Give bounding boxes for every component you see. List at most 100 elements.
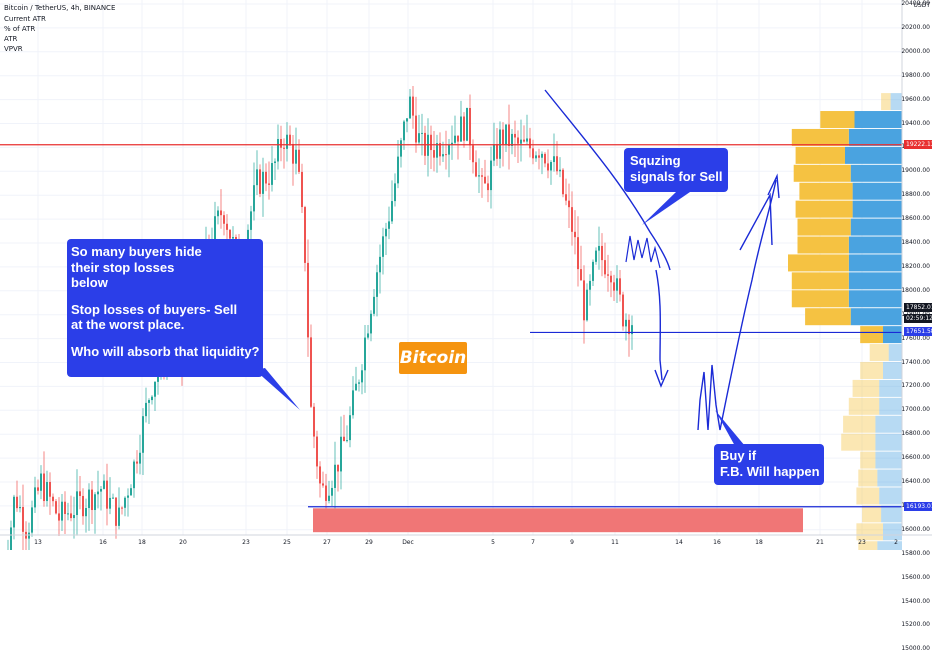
volume-bar-buy bbox=[799, 182, 853, 200]
volume-bar-buy bbox=[841, 433, 876, 451]
candle-up bbox=[112, 497, 114, 499]
time-tick-label: Dec bbox=[402, 539, 414, 546]
price-tick-label: 19600.00 bbox=[901, 95, 930, 103]
candle-down bbox=[523, 139, 525, 142]
candle-up bbox=[385, 228, 387, 237]
volume-bar-buy bbox=[820, 111, 855, 129]
volume-bar-sell bbox=[883, 361, 902, 379]
volume-bar-buy bbox=[791, 290, 849, 308]
time-tick-label: 20 bbox=[179, 539, 187, 546]
candle-down bbox=[487, 183, 489, 191]
candle-up bbox=[406, 118, 408, 122]
price-tick-label: 18200.00 bbox=[901, 262, 930, 270]
candle-up bbox=[349, 415, 351, 441]
candle-down bbox=[574, 231, 576, 238]
candle-up bbox=[97, 491, 99, 495]
trend-drawings bbox=[255, 89, 780, 446]
callout-line: at the worst place. bbox=[71, 317, 185, 332]
candle-down bbox=[433, 150, 435, 158]
time-tick-label: 23 bbox=[242, 539, 250, 546]
volume-bar-sell bbox=[848, 254, 902, 272]
candle-up bbox=[130, 488, 132, 496]
candle-up bbox=[460, 116, 462, 142]
volume-bar-buy bbox=[797, 236, 849, 254]
candle-up bbox=[370, 313, 372, 334]
indicator-percent-atr: % of ATR bbox=[4, 25, 36, 33]
candle-down bbox=[445, 154, 447, 156]
candle-up bbox=[625, 319, 627, 327]
candle-down bbox=[16, 496, 18, 509]
bitcoin-badge: Bitcoin bbox=[399, 342, 467, 374]
volume-bar-sell bbox=[854, 111, 902, 129]
candle-up bbox=[376, 272, 378, 297]
candle-up bbox=[40, 473, 42, 491]
candle-down bbox=[517, 137, 519, 144]
candle-up bbox=[19, 507, 21, 509]
candle-down bbox=[610, 275, 612, 283]
callout-line: their stop losses bbox=[71, 259, 175, 275]
candle-up bbox=[214, 216, 216, 246]
drop-arrow-path bbox=[655, 269, 663, 381]
time-tick-label: 29 bbox=[365, 539, 373, 546]
rally-path bbox=[697, 179, 777, 431]
candle-up bbox=[277, 139, 279, 162]
candle-down bbox=[136, 461, 138, 464]
volume-bar-buy bbox=[858, 469, 878, 487]
candle-down bbox=[430, 134, 432, 151]
candle-down bbox=[304, 207, 306, 263]
candle-down bbox=[457, 135, 459, 142]
price-tick-label: 17800.00 bbox=[901, 311, 930, 318]
candle-up bbox=[85, 508, 87, 517]
candle-down bbox=[22, 507, 24, 532]
candle-up bbox=[388, 221, 390, 229]
candle-up bbox=[451, 142, 453, 145]
time-tick-label: 21 bbox=[816, 539, 824, 546]
time-tick-label: 18 bbox=[755, 539, 763, 546]
price-tick-label: 15600.00 bbox=[901, 573, 930, 581]
price-tag: 02:59:12 bbox=[904, 314, 932, 324]
price-tick-label: 16400.00 bbox=[901, 478, 930, 485]
candle-up bbox=[595, 250, 597, 262]
candle-down bbox=[571, 207, 573, 232]
candle-down bbox=[259, 169, 261, 194]
candle-up bbox=[394, 183, 396, 202]
time-tick-label: 7 bbox=[531, 539, 535, 546]
candle-down bbox=[475, 162, 477, 177]
volume-bar-sell bbox=[877, 469, 902, 487]
candle-up bbox=[355, 383, 357, 391]
callout-line: signals for Sell bbox=[630, 169, 723, 184]
volume-bar-buy bbox=[797, 218, 851, 236]
candle-up bbox=[274, 161, 276, 164]
candle-up bbox=[358, 382, 360, 384]
candle-up bbox=[616, 278, 618, 291]
volume-bar-buy bbox=[858, 541, 878, 550]
sell-signal-callout: Squzing signals for Sell bbox=[624, 148, 728, 192]
price-tick-label: 17400.00 bbox=[901, 358, 930, 366]
price-tick-label: 19000.00 bbox=[901, 167, 930, 175]
callout-line bbox=[71, 291, 259, 302]
candle-up bbox=[520, 139, 522, 144]
candle-up bbox=[631, 325, 633, 335]
volume-profile bbox=[788, 93, 902, 550]
price-chart[interactable] bbox=[0, 0, 932, 550]
candle-up bbox=[541, 153, 543, 158]
volume-bar-sell bbox=[848, 290, 902, 308]
candle-up bbox=[511, 133, 513, 146]
price-tick-label: 19800.00 bbox=[901, 71, 930, 79]
candle-up bbox=[253, 185, 255, 212]
candle-up bbox=[454, 135, 456, 143]
volume-bar-buy bbox=[860, 361, 883, 379]
price-tick-label: 15000.00 bbox=[901, 645, 930, 652]
volume-bar-buy bbox=[791, 272, 849, 290]
candle-down bbox=[322, 483, 324, 486]
price-tick-label: 17600.00 bbox=[901, 334, 930, 342]
candle-up bbox=[586, 289, 588, 321]
candle-up bbox=[31, 507, 33, 533]
candle-up bbox=[154, 381, 156, 397]
volume-bar-sell bbox=[890, 93, 902, 111]
indicator-atr: ATR bbox=[4, 35, 18, 43]
candle-up bbox=[379, 256, 381, 273]
candle-down bbox=[229, 229, 231, 239]
price-tick-label: 18400.00 bbox=[901, 239, 930, 246]
candle-up bbox=[598, 245, 600, 251]
